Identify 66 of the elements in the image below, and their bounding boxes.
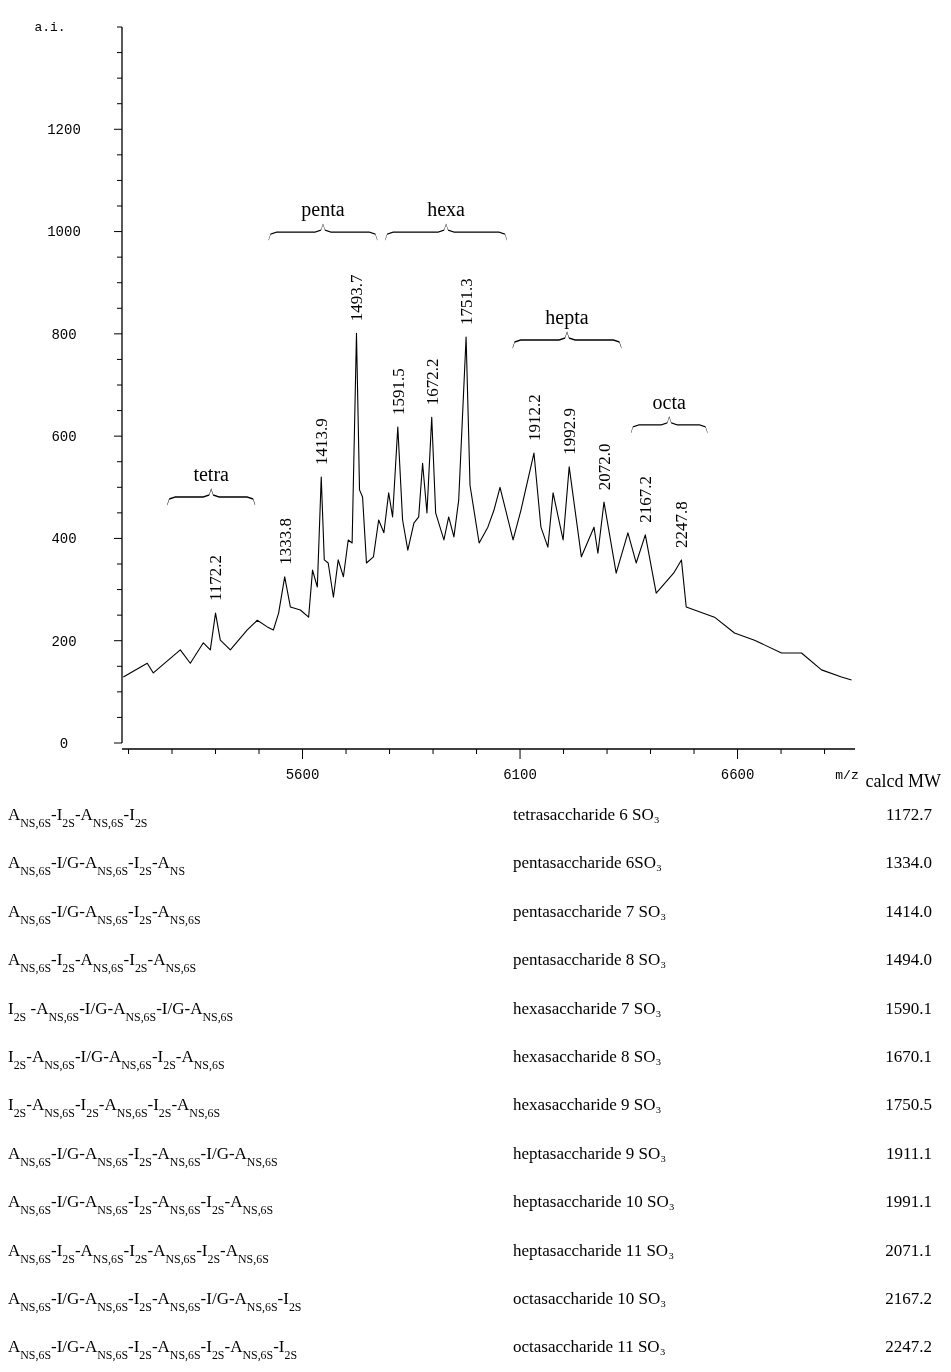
y-tick-label: 0 bbox=[59, 735, 69, 752]
text: pentasaccharide 7 SO₃ bbox=[513, 901, 667, 921]
text: heptasaccharide 11 SO₃ bbox=[513, 1240, 675, 1260]
y-tick-label: 1200 bbox=[47, 122, 81, 139]
text: calcd MW bbox=[865, 771, 941, 791]
annotation: 1751.3 bbox=[457, 278, 477, 325]
annotation: 1172.2 bbox=[206, 554, 226, 602]
y-tick-label: 200 bbox=[51, 633, 77, 650]
annotation: 2247.8 bbox=[672, 501, 692, 548]
y-tick-label: 600 bbox=[51, 429, 77, 446]
text: A$_{NS,6S}$-I$_{2S}$-A$_{NS,6S}$-I$_{2S}$ bbox=[8, 805, 148, 830]
text: octasaccharide 11 SO₃ bbox=[513, 1337, 666, 1357]
annotation: hepta bbox=[545, 305, 589, 329]
annotation: 2072.0 bbox=[594, 443, 614, 491]
text: 2071.1 bbox=[885, 1240, 932, 1260]
text: hexasaccharide 7 SO₃ bbox=[513, 998, 662, 1018]
annotation: 1912.2 bbox=[524, 394, 544, 442]
text: hexasaccharide 8 SO₃ bbox=[513, 1047, 662, 1066]
annotation: 1672.2 bbox=[422, 358, 442, 406]
annotation: tetra bbox=[193, 463, 230, 485]
text: heptasaccharide 10 SO₃ bbox=[513, 1192, 675, 1212]
text: 1911.1 bbox=[885, 1143, 932, 1163]
text: I$_{2S}$ -A$_{NS,6S}$-I/G-A$_{NS,6S}$-I/G-A$_{NS,6S}$ bbox=[8, 998, 234, 1024]
text: A$_{NS,6S}$-I/G-A$_{NS,6S}$-I$_{2S}$-A$_{NS,6S}$-I$_{2S}$-A$_{NS,6S}$ bbox=[8, 1192, 274, 1218]
x-tick-label: 6100 bbox=[503, 767, 537, 783]
x-tick-label: 5600 bbox=[285, 767, 320, 783]
text: 1991.1 bbox=[885, 1192, 932, 1212]
text: pentasaccharide 6SO₃ bbox=[513, 853, 663, 873]
text: A$_{NS,6S}$-I/G-A$_{NS,6S}$-I$_{2S}$-A$_{NS,6S}$-I/G-A$_{NS,6S}$-I$_{2S}$ bbox=[8, 1289, 302, 1314]
text: I$_{2S}$-A$_{NS,6S}$-I$_{2S}$-A$_{NS,6S}$-I$_{2S}$-A$_{NS,6S}$ bbox=[8, 1095, 221, 1121]
annotation: 1333.8 bbox=[275, 518, 295, 565]
x-tick-label: 6600 bbox=[720, 767, 755, 783]
text: 1172.7 bbox=[885, 805, 933, 824]
text: 1414.0 bbox=[885, 901, 932, 921]
text: octasaccharide 10 SO₃ bbox=[513, 1289, 667, 1308]
text: 1334.0 bbox=[885, 853, 932, 873]
text: 2167.2 bbox=[885, 1289, 932, 1308]
annotation: 1493.7 bbox=[347, 274, 367, 322]
annotation: penta bbox=[301, 198, 345, 222]
annotation: 2167.2 bbox=[636, 476, 656, 523]
text: 2247.2 bbox=[885, 1337, 932, 1357]
text: A$_{NS,6S}$-I/G-A$_{NS,6S}$-I$_{2S}$-A$_{NS,6S}$-I/G-A$_{NS,6S}$ bbox=[8, 1143, 278, 1169]
text: 1750.5 bbox=[885, 1095, 932, 1115]
text: hexasaccharide 9 SO₃ bbox=[513, 1095, 662, 1115]
text: A$_{NS,6S}$-I/G-A$_{NS,6S}$-I$_{2S}$-A$_{NS,6S}$ bbox=[8, 901, 201, 927]
text: 1494.0 bbox=[885, 950, 932, 970]
x-axis-title: m/z bbox=[835, 768, 859, 783]
text: A$_{NS,6S}$-I/G-A$_{NS,6S}$-I$_{2S}$-A$_{NS}$ bbox=[8, 853, 186, 879]
y-axis-title: a.i. bbox=[34, 20, 66, 35]
y-tick-label: 1000 bbox=[47, 224, 81, 241]
text: pentasaccharide 8 SO₃ bbox=[513, 950, 667, 970]
text: A$_{NS,6S}$-I$_{2S}$-A$_{NS,6S}$-I$_{2S}$-A$_{NS,6S}$ bbox=[8, 950, 197, 976]
annotation: octa bbox=[652, 390, 687, 413]
text: A$_{NS,6S}$-I$_{2S}$-A$_{NS,6S}$-I$_{2S}$-A$_{NS,6S}$-I$_{2S}$-A$_{NS,6S}$ bbox=[8, 1240, 269, 1266]
y-tick-label: 800 bbox=[51, 326, 77, 343]
text: 1590.1 bbox=[885, 998, 932, 1018]
annotation: hexa bbox=[427, 198, 466, 221]
annotation: 1591.5 bbox=[388, 368, 408, 415]
text: 1670.1 bbox=[885, 1047, 932, 1066]
annotation: 1413.9 bbox=[312, 418, 332, 466]
text: tetrasaccharide 6 SO₃ bbox=[513, 805, 660, 824]
text: I$_{2S}$-A$_{NS,6S}$-I/G-A$_{NS,6S}$-I$_{2S}$-A$_{NS,6S}$ bbox=[8, 1047, 225, 1072]
text: A$_{NS,6S}$-I/G-A$_{NS,6S}$-I$_{2S}$-A$_{NS,6S}$-I$_{2S}$-A$_{NS,6S}$-I$_{2S}$ bbox=[8, 1337, 298, 1363]
y-tick-label: 400 bbox=[51, 531, 77, 548]
annotation: 1992.9 bbox=[560, 408, 580, 455]
text: heptasaccharide 9 SO₃ bbox=[513, 1143, 667, 1163]
